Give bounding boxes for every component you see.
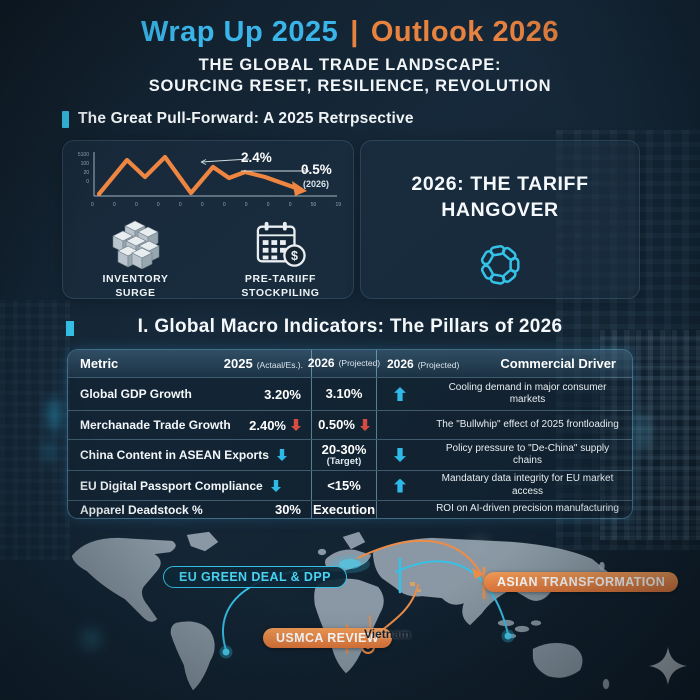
kpi-label: PRE-TARIIFF STOCKPILING	[241, 273, 320, 299]
col-header-metric: Metric	[80, 356, 119, 371]
map-label-vietnam: Vietnam	[364, 627, 411, 641]
subtitle-line-2: SOURCING RESET, RESILIENCE, REVOLUTION	[148, 77, 552, 95]
table-row-gdp-growth: Global GDP Growth 3.20% 3.10% Cooling de…	[68, 377, 632, 410]
background-city-windows-left	[0, 300, 70, 560]
section-marker-icon	[62, 110, 69, 128]
y-axis-tick: 20	[83, 170, 89, 176]
y-axis-tick: 0	[86, 179, 89, 185]
table-row-eu-passport: EU Digital Passport Compliance <15% Mand…	[68, 470, 632, 500]
kpi-label: INVENTORY SURGE	[102, 273, 169, 299]
background-cyan-glow	[48, 398, 60, 432]
trend-down-icon	[271, 480, 281, 492]
section-heading-retrospective: The Great Pull-Forward: A 2025 Retrpsect…	[62, 110, 414, 128]
trend-up-icon	[394, 478, 406, 493]
table-row-trade-growth: Merchanade Trade Growth 2.40% 0.50% The …	[68, 410, 632, 439]
map-label-asian-transformation: ASIAN TRANSFORMATION	[484, 572, 679, 592]
trend-down-icon	[394, 448, 406, 462]
annotation-2026-label: (2026)	[303, 179, 330, 189]
table-row-apparel-deadstock: Apparel Deadstock % 30% Execution ROI on…	[68, 500, 632, 518]
kpi-pre-tariff-stockpiling: $ PRE-TARIIFF STOCKPILING	[215, 219, 346, 300]
title-wrap-up: Wrap Up 2025	[140, 16, 339, 48]
title-divider: |	[350, 16, 359, 48]
kpi-inventory-surge: INVENTORY SURGE	[70, 219, 201, 300]
title-outlook: Outlook 2026	[370, 16, 559, 48]
x-axis-ticks: 0 0 0 0 0 0 0 0 0 0 50 19	[91, 202, 341, 208]
trend-down-icon	[360, 419, 370, 431]
col-header-2026-trend: 2026 (Projected)	[387, 356, 460, 371]
col-header-2025: 2025 (Actaal/Es.).	[223, 355, 303, 371]
y-axis-tick: 100	[80, 161, 89, 167]
trend-down-icon	[277, 449, 287, 461]
y-axis-tick: 5100	[77, 152, 89, 158]
inventory-boxes-icon	[112, 220, 159, 269]
kpi-row: INVENTORY SURGE $	[63, 219, 353, 300]
table-header-row: Metric 2025 (Actaal/Es.). 2026 (Projected)…	[68, 350, 632, 377]
col-header-commercial-driver: Commercial Driver	[500, 356, 616, 371]
trend-up-icon	[394, 387, 406, 401]
col-header-2026: 2026 (Projected)	[308, 350, 380, 377]
background-cyan-glow	[636, 412, 650, 452]
tariff-hangover-panel: 2026: THE TARIFF HANGOVER	[360, 140, 640, 299]
map-label-eu-green-deal: EU GREEN DEAL & DPP	[163, 566, 347, 588]
background-cyan-glow	[44, 440, 54, 462]
annotation-2024-growth: 2.4%	[241, 150, 272, 165]
table-row-china-content: China Content in ASEAN Exports 20-30% (T…	[68, 439, 632, 470]
section-heading-macro: I. Global Macro Indicators: The Pillars …	[137, 316, 563, 337]
subtitle-line-1: THE GLOBAL TRADE LANDSCAPE:	[198, 56, 502, 74]
world-map	[71, 531, 610, 691]
annotation-2026-growth: 0.5%	[301, 162, 332, 177]
hangover-title: 2026: THE TARIFF HANGOVER	[411, 173, 589, 222]
page-title: Wrap Up 2025 | Outlook 2026	[0, 16, 700, 49]
sparkle-icon	[649, 647, 687, 685]
trend-down-icon	[291, 419, 301, 431]
chain-icon	[480, 244, 520, 285]
macro-indicators-table: Metric 2025 (Actaal/Es.). 2026 (Projected)…	[68, 350, 632, 518]
gulf-highlight	[410, 582, 415, 586]
calendar-dollar-icon: $	[256, 221, 306, 267]
svg-text:$: $	[290, 249, 297, 263]
